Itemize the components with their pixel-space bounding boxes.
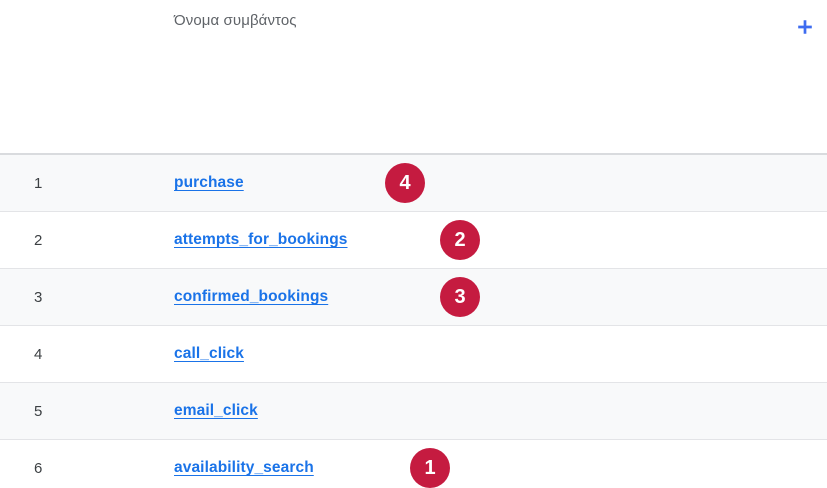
column-header-event-name[interactable]: Όνομα συμβάντος xyxy=(174,12,297,29)
event-link-confirmed-bookings[interactable]: confirmed_bookings xyxy=(174,288,329,305)
add-button[interactable] xyxy=(792,14,818,40)
row-number: 5 xyxy=(34,402,43,420)
row-number: 6 xyxy=(34,459,43,477)
table-row: 6 availability_search 1 xyxy=(0,440,827,488)
row-number: 1 xyxy=(34,174,43,192)
event-link-availability-search[interactable]: availability_search xyxy=(174,459,314,476)
annotation-badge: 3 xyxy=(440,277,480,317)
table-row: 5 email_click xyxy=(0,383,827,440)
row-number: 2 xyxy=(34,231,43,249)
annotation-badge: 1 xyxy=(410,448,450,488)
table-row: 1 purchase 4 xyxy=(0,155,827,212)
plus-icon xyxy=(796,18,814,36)
table-row: 3 confirmed_bookings 3 xyxy=(0,269,827,326)
row-number: 4 xyxy=(34,345,43,363)
table-row: 4 call_click xyxy=(0,326,827,383)
event-link-attempts-for-bookings[interactable]: attempts_for_bookings xyxy=(174,231,348,248)
event-link-call-click[interactable]: call_click xyxy=(174,345,244,362)
events-table: 1 purchase 4 2 attempts_for_bookings 2 3… xyxy=(0,153,827,488)
annotation-badge: 2 xyxy=(440,220,480,260)
table-row: 2 attempts_for_bookings 2 xyxy=(0,212,827,269)
event-link-purchase[interactable]: purchase xyxy=(174,174,244,191)
event-link-email-click[interactable]: email_click xyxy=(174,402,258,419)
annotation-badge: 4 xyxy=(385,163,425,203)
row-number: 3 xyxy=(34,288,43,306)
